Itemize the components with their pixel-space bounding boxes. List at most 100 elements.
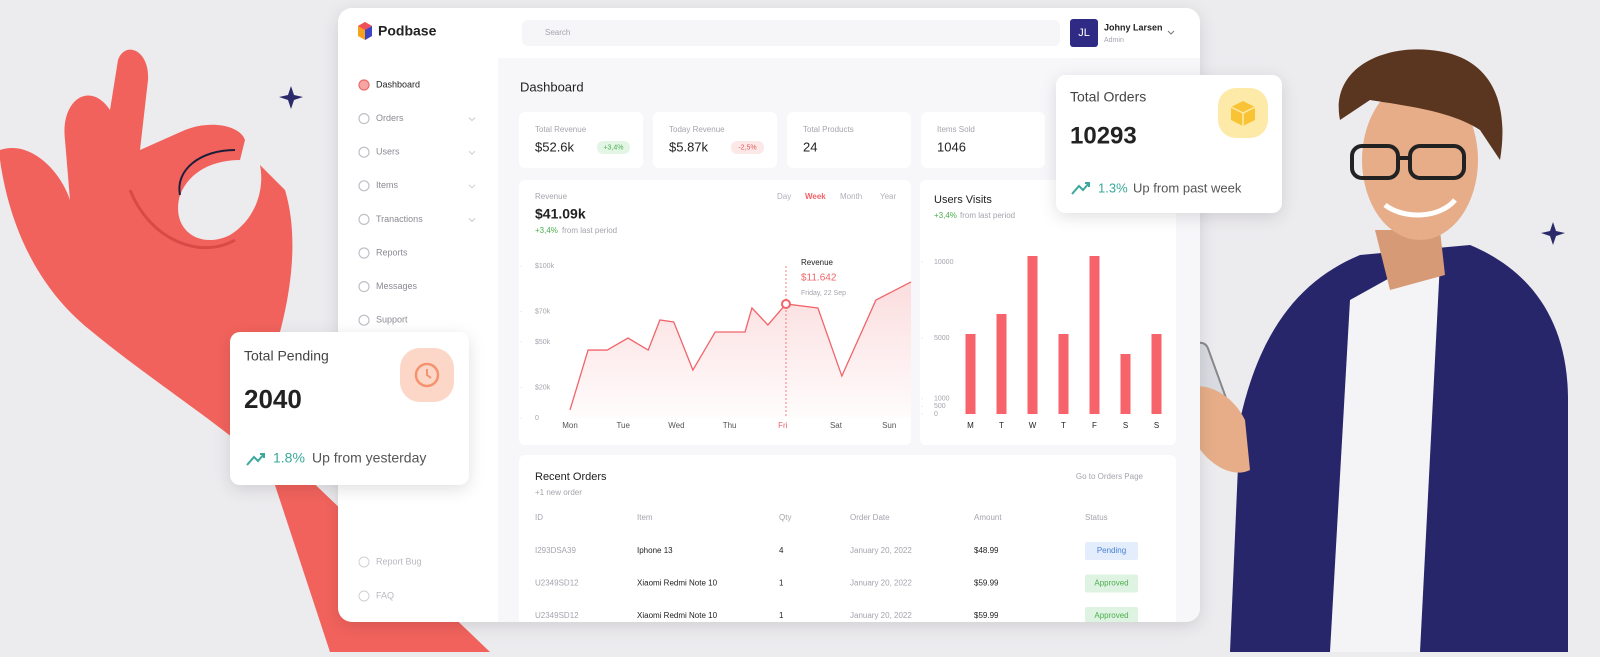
menu-item[interactable]: Reports [376,247,408,257]
menu-item[interactable]: Orders [376,113,404,123]
period-tab[interactable]: Year [880,192,897,201]
x-tick-label: S [1154,421,1159,430]
logo [358,22,372,40]
table-cell: U2349SD12 [535,611,579,620]
user-name: Johny Larsen [1104,22,1163,32]
x-tick-label: W [1029,421,1037,430]
x-tick-label: T [1061,421,1066,430]
menu-caret [468,117,476,122]
visits-change: +3,4% [934,211,957,220]
menu-icon [358,112,370,125]
orders-link[interactable]: Go to Orders Page [1076,472,1144,481]
menu-item[interactable]: Dashboard [376,79,420,89]
menu-icon [358,213,370,225]
tooltip-title: Revenue [801,258,834,267]
table-cell: 1 [779,579,784,588]
revenue-line [569,281,912,411]
stat-badge [597,141,630,154]
table-cell: 1 [779,611,784,620]
menu-item[interactable]: Items [376,180,399,190]
stat-value: 1046 [937,139,966,154]
orders-title: Recent Orders [535,471,607,483]
status-text: Approved [1094,611,1128,620]
column-header: Item [637,513,653,522]
bar [996,313,1007,414]
footer-item[interactable]: FAQ [376,590,394,600]
stat-change: -2,5% [738,144,756,151]
visits-change-note: from last period [960,211,1015,220]
period-tab[interactable]: Day [777,192,791,201]
x-tick-label: T [999,421,1004,430]
stat-change: +3,4% [603,144,623,151]
footer-item[interactable]: Report Bug [376,556,422,566]
bar [1089,255,1100,414]
total-pending-value: 2040 [244,384,302,414]
x-tick-label: Sat [830,421,843,430]
table-cell: $59.99 [974,579,999,588]
menu-icon [358,281,370,293]
revenue-dropdown[interactable]: Revenue [535,192,568,201]
orders-icon [1230,101,1256,126]
menu-icon [358,146,370,158]
trend-icon [246,453,265,466]
total-orders-title: Total Orders [1070,89,1146,105]
y-tick-label: $50k [535,339,551,346]
status-text: Approved [1094,579,1128,588]
total-orders-note: Up from past week [1133,180,1242,195]
bar [1151,334,1162,414]
table-cell: Xiaomi Redmi Note 10 [637,579,718,588]
brand: Podbase [378,23,437,39]
highlight-point[interactable] [780,299,791,309]
revenue-change: +3,4% [535,226,558,235]
table-cell: 4 [779,546,784,555]
menu-item[interactable]: Users [376,147,400,157]
stat-label: Total Products [803,125,854,134]
menu-icon [358,79,370,91]
sparkle [279,86,303,109]
trend-icon [1071,182,1090,195]
total-pending-title: Total Pending [244,348,329,364]
stat-card [921,112,1045,168]
search-box[interactable] [522,20,1060,46]
stat-label: Items Sold [937,125,975,134]
bar [1027,255,1038,414]
menu-icon [358,247,370,259]
stat-badge [731,141,764,154]
menu-icon [358,590,370,602]
menu-icon [358,556,370,568]
sparkle [1541,222,1565,245]
avatar[interactable] [1070,19,1098,47]
period-tab[interactable]: Week [805,192,826,201]
y-tick-label: 10000 [934,259,954,266]
tooltip-date: Friday, 22 Sep [801,290,846,297]
table-cell: I293DSA39 [535,546,576,555]
bar [1120,354,1131,414]
visits-card [920,180,1176,445]
pending-icon [414,362,440,388]
menu-item[interactable]: Messages [376,281,418,291]
table-cell: January 20, 2022 [850,611,912,620]
x-tick-label: S [1123,421,1128,430]
menu-item[interactable]: Support [376,315,408,325]
visits-title: Users Visits [934,194,992,206]
menu-item[interactable]: Tranactions [376,214,423,224]
y-tick-label: 0 [535,415,539,422]
user-role: Admin [1104,37,1124,44]
x-tick-label: Thu [723,421,737,430]
x-tick-label: Sun [882,421,896,430]
total-pending-note: Up from yesterday [312,450,426,466]
total-orders-value: 10293 [1070,122,1137,149]
revenue-total: $41.09k [535,206,586,222]
person-illustration [1168,49,1568,652]
period-tab[interactable]: Month [840,192,862,201]
avatar-initials: JL [1078,27,1090,39]
user-menu-caret[interactable] [1167,30,1175,35]
table-cell: Xiaomi Redmi Note 10 [637,611,718,620]
status-badge [1085,574,1138,593]
table-cell: January 20, 2022 [850,579,912,588]
x-tick-label: Wed [668,421,684,430]
x-tick-label: M [967,421,974,430]
x-tick-label: Tue [616,421,630,430]
y-tick-label: 1000 [934,396,950,403]
